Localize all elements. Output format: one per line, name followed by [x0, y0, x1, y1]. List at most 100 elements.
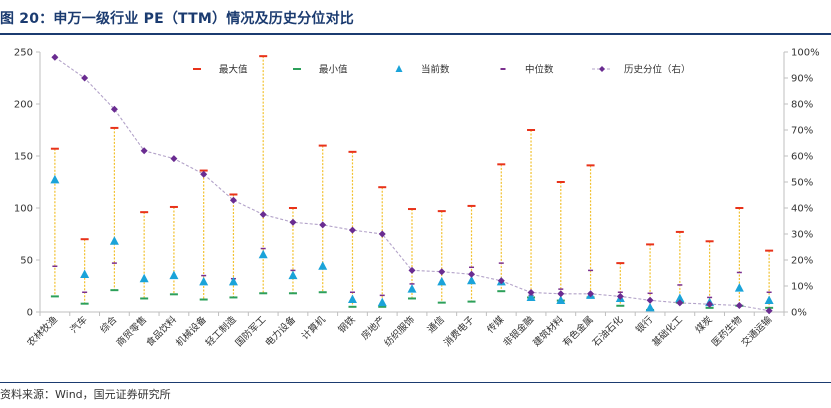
- current-marker: [467, 275, 477, 285]
- category-label: 汽车: [68, 314, 90, 336]
- current-marker: [50, 174, 60, 184]
- current-marker: [377, 297, 387, 307]
- current-marker: [80, 269, 90, 279]
- category-label: 煤炭: [693, 313, 715, 335]
- percentile-marker: [259, 211, 267, 218]
- percentile-marker: [557, 290, 565, 298]
- percentile-marker: [676, 299, 684, 307]
- percentile-marker: [348, 226, 356, 234]
- y2-tick-label: 70%: [791, 126, 813, 137]
- percentile-marker: [527, 289, 535, 296]
- current-marker: [288, 270, 298, 280]
- y2-tick-label: 50%: [791, 178, 813, 189]
- category-label: 轻工制造: [203, 313, 239, 349]
- current-marker: [318, 261, 328, 270]
- y2-tick-label: 30%: [791, 230, 813, 241]
- chart-title: 图 20：申万一级行业 PE（TTM）情况及历史分位对比: [0, 11, 355, 27]
- current-marker: [526, 292, 536, 301]
- legend-label: 当前数: [421, 64, 450, 76]
- percentile-marker: [200, 170, 208, 178]
- y2-tick-label: 100%: [791, 48, 820, 59]
- y2-tick-label: 60%: [791, 152, 813, 163]
- percentile-marker: [438, 268, 446, 276]
- category-label: 商贸零售: [114, 314, 149, 349]
- percentile-marker: [170, 155, 178, 163]
- percentile-marker: [110, 105, 118, 113]
- y2-tick-label: 80%: [791, 100, 813, 111]
- legend-label: 最大值: [219, 64, 248, 76]
- percentile-marker: [646, 296, 654, 304]
- legend-swatch: [599, 66, 605, 72]
- y-tick-label: 50: [20, 256, 33, 267]
- current-marker: [645, 302, 655, 312]
- percentile-marker: [497, 277, 505, 285]
- percentile-marker: [765, 307, 773, 315]
- category-label: 电力设备: [263, 313, 299, 349]
- category-label: 综合: [98, 313, 120, 335]
- category-label: 机械设备: [173, 313, 209, 349]
- category-label: 交通运输: [739, 313, 775, 349]
- current-marker: [258, 249, 268, 259]
- current-marker: [169, 270, 179, 280]
- footer-rule: [0, 382, 831, 383]
- y-tick-label: 250: [14, 48, 33, 59]
- percentile-marker: [140, 147, 148, 155]
- category-label: 消费电子: [441, 313, 477, 349]
- category-label: 农林牧渔: [25, 313, 61, 349]
- legend-label: 最小值: [319, 64, 348, 76]
- current-marker: [228, 276, 238, 286]
- percentile-marker: [378, 230, 386, 238]
- y-tick-label: 100: [14, 204, 33, 215]
- category-label: 食品饮料: [144, 313, 180, 349]
- current-marker: [109, 236, 119, 245]
- category-label: 计算机: [299, 313, 328, 342]
- current-marker: [734, 283, 744, 292]
- current-marker: [139, 273, 149, 283]
- category-label: 钢铁: [336, 313, 358, 335]
- pe-chart: 0 50 100 150 200 250 0% 10% 20% 30% 40% 50% 60% 70% 80…: [14, 48, 820, 350]
- percentile-marker: [468, 270, 476, 278]
- y2-tick-label: 0%: [791, 308, 807, 319]
- current-marker: [764, 295, 774, 305]
- title-rule: [0, 33, 831, 35]
- y-tick-label: 150: [14, 152, 33, 163]
- percentile-marker: [51, 53, 59, 61]
- category-label: 纺织服饰: [382, 314, 417, 349]
- current-marker: [675, 293, 685, 302]
- category-label: 基础化工: [650, 313, 686, 349]
- current-marker: [556, 295, 566, 305]
- percentile-marker: [408, 266, 416, 274]
- category-label: 国防军工: [233, 313, 269, 349]
- y2-tick-label: 90%: [791, 74, 813, 85]
- percentile-marker: [319, 221, 327, 229]
- category-label: 非银金融: [501, 313, 537, 349]
- y2-tick-label: 20%: [791, 256, 813, 267]
- y-tick-label: 200: [14, 100, 33, 111]
- y2-tick-label: 10%: [791, 282, 813, 293]
- category-label: 银行: [633, 313, 655, 335]
- category-label: 建筑材料: [531, 313, 567, 349]
- category-label: 房地产: [359, 314, 388, 343]
- category-label: 通信: [425, 314, 447, 336]
- source-note: 资料来源：Wind，国元证券研究所: [0, 388, 171, 401]
- percentile-marker: [229, 196, 237, 204]
- percentile-marker: [587, 290, 595, 298]
- y-tick-label: 0: [27, 308, 33, 319]
- percentile-marker: [289, 218, 297, 226]
- legend-swatch: [395, 65, 403, 72]
- percentile-marker: [81, 74, 89, 82]
- category-label: 传媒: [484, 313, 506, 335]
- category-label: 石油石化: [590, 313, 626, 349]
- category-label: 有色金属: [560, 314, 595, 349]
- y2-tick-label: 40%: [791, 204, 813, 215]
- percentile-marker: [616, 292, 624, 300]
- current-marker: [347, 294, 357, 304]
- legend-label: 历史分位（右）: [624, 64, 691, 76]
- current-marker: [407, 284, 417, 293]
- percentile-marker: [735, 302, 743, 309]
- current-marker: [199, 276, 209, 286]
- current-marker: [437, 276, 447, 286]
- category-label: 医药生物: [709, 313, 745, 349]
- legend-label: 中位数: [525, 64, 554, 76]
- percentile-marker: [706, 300, 714, 308]
